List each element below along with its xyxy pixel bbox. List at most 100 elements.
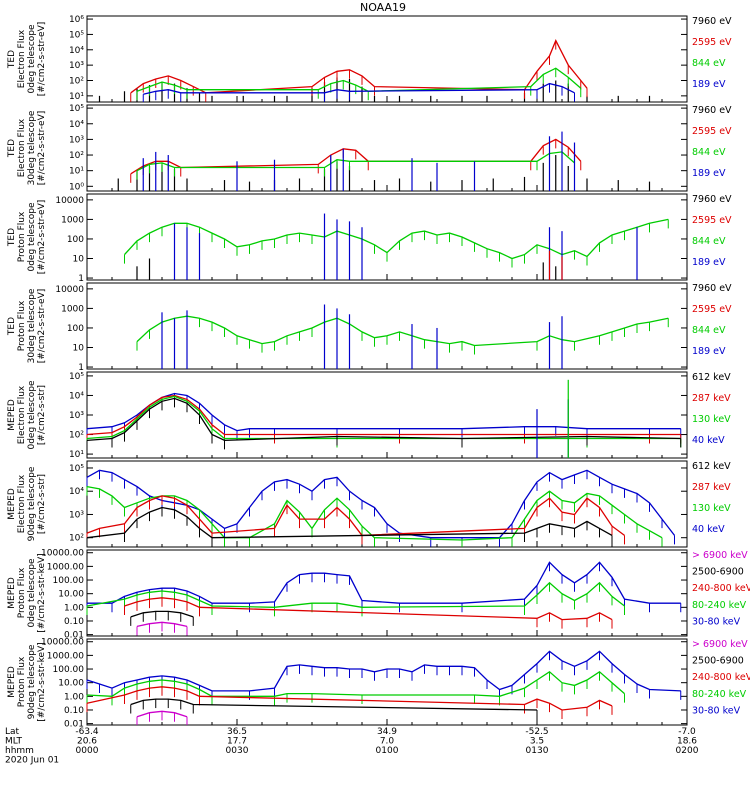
footer-tick-mlt: 18.6 (677, 737, 697, 747)
footer-tick-lat: 34.9 (377, 727, 397, 737)
panel-3: 1 10 100 1000 10000 TED Proton Flux 0deg telesc… (7, 193, 732, 284)
y-tick-label: 100 (67, 235, 84, 245)
y-axis-label: 30deg telescope (27, 110, 37, 185)
y-axis-label: Proton Flux (17, 656, 27, 707)
footer-tick-hhmm: 0000 (76, 746, 99, 756)
series-line (87, 561, 681, 604)
legend-entry: 189 eV (692, 168, 726, 179)
y-tick-label: 10⁰ (69, 182, 84, 192)
y-tick-label: 10⁴ (69, 391, 84, 401)
footer-row-label: Lat (5, 727, 20, 737)
y-tick-label: 10⁴ (69, 46, 84, 56)
footer-tick-hhmm: 0200 (676, 746, 699, 756)
legend-entry: 240-800 keV (692, 672, 750, 683)
series-line (86, 581, 625, 608)
legend-entry: 7960 eV (692, 16, 732, 27)
y-tick-label: 10.00 (58, 679, 84, 689)
panel-frame (86, 193, 688, 281)
legend-entry: 2595 eV (692, 37, 732, 48)
footer-tick-lat: -52.5 (525, 727, 548, 737)
legend-entry: 30-80 keV (692, 616, 741, 627)
series-3 (124, 597, 613, 629)
footer-tick-hhmm: 0130 (526, 746, 549, 756)
y-axis-label: Electron Flux (17, 474, 27, 533)
y-tick-label: 10¹ (69, 450, 84, 460)
panel-1: 10¹ 10² 10³ 10⁴ 10⁵ 10⁶ TED Electron Flux 0deg t… (7, 15, 732, 103)
series-line (86, 650, 681, 692)
y-tick-label: 1000.00 (47, 651, 84, 661)
series-2 (130, 39, 588, 102)
y-axis-label: Proton Flux (17, 300, 27, 351)
panel-7: 0.01 0.10 1.00 10.00 100.00 1000.00 10000.00 ME… (7, 549, 750, 641)
series-4 (548, 250, 563, 280)
y-tick-label: 10¹ (69, 167, 84, 177)
y-tick-label: 10.00 (58, 590, 84, 600)
footer-tick-mlt: 7.0 (380, 737, 395, 747)
y-tick-label: 1.00 (64, 692, 84, 702)
footer-tick-lat: -63.4 (75, 727, 99, 737)
y-axis-label: 0deg telescope (27, 380, 37, 450)
legend-entry: 287 keV (692, 482, 731, 493)
y-tick-label: 0.01 (64, 631, 84, 641)
y-tick-label: 10³ (69, 510, 84, 520)
series-line (86, 670, 625, 697)
series-4 (130, 610, 194, 626)
panel-frame (86, 371, 688, 459)
series-1 (117, 155, 651, 191)
y-tick-label: 10¹ (69, 92, 84, 102)
y-axis-label: TED (7, 317, 17, 336)
y-axis-label: 0deg telescope (27, 24, 37, 94)
y-axis-label: Electron Flux (17, 118, 27, 177)
y-tick-label: 10² (69, 151, 84, 161)
y-axis-label: [#/cm2-s-str-eV] (37, 200, 47, 275)
series-1 (86, 561, 682, 613)
series-5 (536, 399, 569, 458)
y-axis-label: [#/cm2-s-str] (37, 385, 47, 445)
series-line (86, 394, 681, 436)
series-line (86, 392, 681, 432)
legend-entry: 7960 eV (692, 194, 732, 205)
y-tick-label: 10³ (69, 61, 84, 71)
series-3 (136, 67, 582, 101)
legend-entry: 7960 eV (692, 105, 732, 116)
y-tick-label: 10⁴ (69, 120, 84, 130)
series-line (86, 395, 681, 440)
y-axis-label: 90deg telescope (27, 644, 37, 719)
y-axis-label: 90deg telescope (27, 466, 37, 541)
y-tick-label: 10⁵ (69, 30, 84, 40)
y-tick-label: 10⁵ (69, 464, 84, 474)
y-tick-label: 0.10 (64, 617, 84, 627)
y-axis-label: [#/cm2-s-str-eV] (37, 22, 47, 97)
series-line (143, 82, 575, 95)
y-axis-label: TED (7, 228, 17, 247)
y-tick-label: 10⁶ (69, 15, 84, 25)
y-tick-label: 10 (73, 255, 85, 265)
legend-entry: 80-240 keV (692, 689, 747, 700)
panel-frame (86, 282, 688, 370)
series-line (136, 710, 188, 718)
footer-row-label: hhmm (5, 746, 34, 756)
series-4 (86, 397, 682, 450)
series-1 (86, 650, 682, 700)
legend-entry: 130 keV (692, 503, 731, 514)
y-tick-label: 1.00 (64, 603, 84, 613)
panel-2: 10⁰ 10¹ 10² 10³ 10⁴ 10⁵ TED Electron Flux 30deg … (7, 104, 732, 192)
series-line (86, 506, 613, 539)
y-axis-label: Electron Flux (17, 385, 27, 444)
series-4 (142, 131, 576, 191)
series-line (130, 610, 194, 618)
y-axis-label: [#/cm2-s-str-eV] (37, 289, 47, 364)
series-5 (136, 621, 188, 636)
panel-8: 0.01 0.10 1.00 10.00 100.00 1000.00 10000.00 ME… (7, 638, 750, 730)
series-2 (86, 485, 663, 547)
chart-title: NOAA19 (360, 1, 406, 14)
panel-5: 10¹ 10² 10³ 10⁴ 10⁵ MEPED Electron Flux 0deg te… (7, 371, 731, 460)
legend-entry: 2500-6900 (692, 567, 744, 578)
y-tick-label: 10⁴ (69, 487, 84, 497)
legend-entry: 189 eV (692, 257, 726, 268)
legend-entry: 30-80 keV (692, 705, 741, 716)
y-tick-label: 10⁵ (69, 104, 84, 114)
y-axis-label: [#/cm2-s-str-eV] (37, 111, 47, 186)
y-tick-label: 100 (67, 324, 84, 334)
